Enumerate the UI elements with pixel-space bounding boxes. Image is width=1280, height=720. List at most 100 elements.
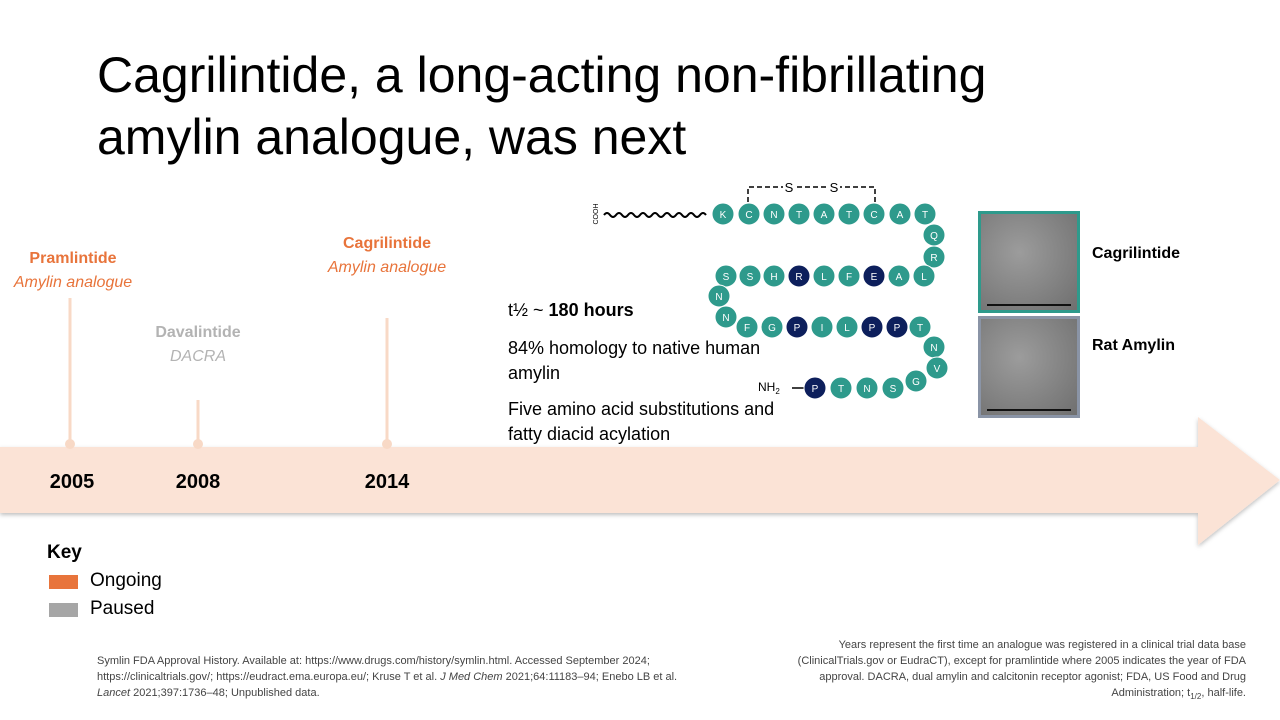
residue-letter: A (897, 210, 904, 221)
half-life-value: 180 hours (548, 300, 634, 320)
residue-letter: S (890, 384, 897, 395)
residue (922, 245, 946, 269)
residue-letter: A (896, 272, 903, 283)
micrograph (978, 316, 1080, 418)
residue-letter: C (745, 210, 752, 221)
residue (707, 284, 731, 308)
residue (787, 264, 811, 288)
residue-letter: T (796, 210, 802, 221)
event-name: Pramlintide (29, 250, 117, 267)
residue (812, 202, 836, 226)
residue (862, 202, 886, 226)
residue-letter: L (844, 323, 850, 334)
half-life-prefix: t½ ~ (508, 300, 544, 320)
residue (913, 202, 937, 226)
residue-letter: L (821, 272, 827, 283)
residue (785, 315, 809, 339)
residue (885, 315, 909, 339)
disulfide-bridge (747, 186, 876, 202)
residue (835, 315, 859, 339)
residue-letter: E (871, 272, 878, 283)
residue-letter: G (912, 377, 920, 388)
residue-letter: N (722, 313, 729, 324)
year-label: 2014 (364, 471, 410, 493)
residue-letter: L (921, 272, 927, 283)
residue-letter: N (715, 292, 722, 303)
ref-text: 2021;397:1736–48; Unpublished data. (130, 687, 320, 699)
residue (829, 376, 853, 400)
residue (837, 202, 861, 226)
note-sub: 1/2 (1190, 692, 1202, 702)
residue (735, 315, 759, 339)
residue (855, 376, 879, 400)
residue (860, 315, 884, 339)
residue (714, 305, 738, 329)
key-label: Ongoing (90, 570, 162, 591)
substitutions: Five amino acid substitutions and fatty … (508, 399, 775, 444)
residue (711, 202, 735, 226)
residue-letter: N (770, 210, 777, 221)
residue-letter: N (863, 384, 870, 395)
micrograph-label: Cagrilintide (1092, 245, 1181, 262)
residue (881, 376, 905, 400)
residue (888, 202, 912, 226)
residue (760, 315, 784, 339)
residue-letter: S (723, 272, 730, 283)
residue-letter: K (720, 210, 727, 221)
residue-letter: R (930, 253, 937, 264)
homology: 84% homology to native human amylin (508, 338, 761, 383)
event-description: Amylin analogue (327, 259, 447, 276)
residue-letter: T (922, 210, 928, 221)
slide-title: Cagrilintide, a long-acting non-fibrilla… (97, 47, 987, 165)
residue-letter: F (744, 323, 750, 334)
ref-journal: J Med Chem (440, 671, 503, 683)
residue (862, 264, 886, 288)
residue-letter: Q (930, 231, 938, 242)
sulfur-bg (783, 180, 795, 194)
residue-letter: S (747, 272, 754, 283)
residue (908, 315, 932, 339)
year-label: 2008 (175, 471, 221, 493)
residue-letter: C (870, 210, 877, 221)
residue (762, 264, 786, 288)
references: Symlin FDA Approval History. Available a… (97, 653, 697, 701)
event-description: Amylin analogue (13, 274, 133, 291)
residue-letter: N (930, 343, 937, 354)
ref-text: Symlin FDA Approval History. Available a… (97, 655, 650, 683)
micrograph (978, 211, 1080, 313)
residue-letter: P (794, 323, 801, 334)
timeline-dot (382, 439, 392, 449)
n-terminus-sub: 2 (775, 387, 780, 396)
half-life: t½ ~ 180 hours (508, 298, 778, 323)
residue-letter: R (795, 272, 802, 283)
event-name: Davalintide (155, 324, 241, 341)
residue (738, 264, 762, 288)
fatty-acid-chain (603, 212, 707, 218)
timeline-arrow (0, 417, 1280, 545)
residue (803, 376, 827, 400)
residue-letter: G (768, 323, 776, 334)
scale-bar (987, 304, 1071, 306)
sulfur: S (785, 180, 794, 195)
c-terminus: COOH (593, 204, 600, 225)
residue (925, 356, 949, 380)
residue (904, 369, 928, 393)
n-terminus: NH2 (758, 380, 780, 396)
event-name: Cagrilintide (342, 235, 431, 252)
residue-letter: T (838, 384, 844, 395)
residue (762, 202, 786, 226)
scale-bar (987, 409, 1071, 411)
residue (812, 264, 836, 288)
timeline-dot (65, 439, 75, 449)
key-label: Paused (90, 598, 155, 619)
residue-letter: I (821, 323, 824, 334)
residue (810, 315, 834, 339)
residue-letter: T (846, 210, 852, 221)
residue-letter: P (894, 323, 901, 334)
residue (737, 202, 761, 226)
residue (837, 264, 861, 288)
ref-text: 2021;64:11183–94; Enebo LB et al. (502, 671, 678, 683)
